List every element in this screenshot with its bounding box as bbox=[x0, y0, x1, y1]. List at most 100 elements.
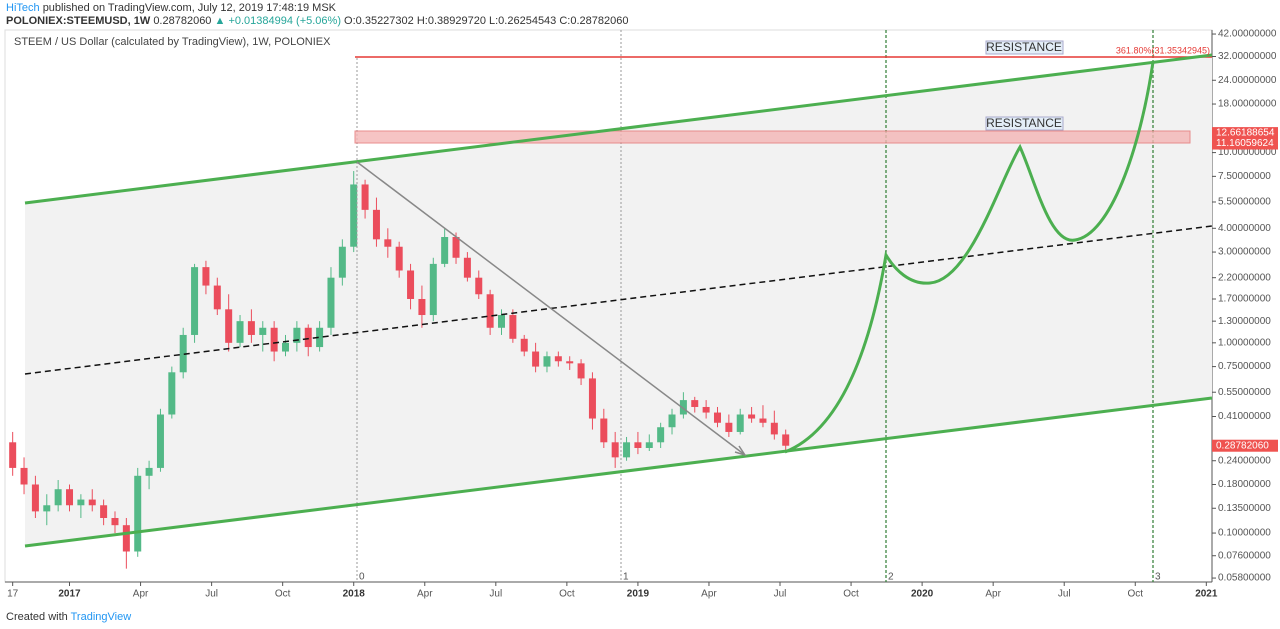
x-tick-label: Apr bbox=[417, 589, 433, 600]
change: ▲ +0.01384994 (+5.06%) bbox=[214, 15, 341, 27]
candle-body bbox=[702, 406, 710, 413]
candle-body bbox=[156, 414, 164, 468]
x-tick-label: Jul bbox=[1058, 589, 1071, 600]
candle-body bbox=[691, 400, 699, 407]
y-tick-label: 1.00000000 bbox=[1218, 337, 1271, 348]
candle-body bbox=[554, 356, 562, 362]
resistance-zone bbox=[354, 130, 1191, 144]
candle-body bbox=[736, 414, 744, 432]
candle-body bbox=[645, 442, 653, 448]
candle-body bbox=[770, 422, 778, 435]
resistance-label-box bbox=[985, 40, 1064, 55]
candle-body bbox=[31, 484, 39, 512]
candle-body bbox=[588, 378, 596, 419]
candle-body bbox=[395, 246, 403, 271]
y-tick-label: 18.00000000 bbox=[1218, 99, 1277, 110]
candle-body bbox=[475, 277, 483, 295]
y-tick-label: 4.00000000 bbox=[1218, 223, 1271, 234]
candle-body bbox=[54, 489, 62, 506]
candle-body bbox=[213, 285, 221, 310]
candle-body bbox=[418, 298, 426, 316]
resistance-label-box bbox=[985, 116, 1064, 131]
candle-body bbox=[634, 442, 642, 448]
candle-body bbox=[657, 427, 665, 443]
y-tick-label: 2.20000000 bbox=[1218, 272, 1271, 283]
y-tick-label: 0.55000000 bbox=[1218, 387, 1271, 398]
x-tick-label: Jul bbox=[489, 589, 502, 600]
candle-body bbox=[270, 327, 278, 352]
chart: STEEM / US Dollar (calculated by Trading… bbox=[4, 29, 1278, 600]
y-tick-label: 0.18000000 bbox=[1218, 479, 1271, 490]
y-tick-label: 0.05800000 bbox=[1218, 573, 1271, 584]
candle-body bbox=[20, 467, 28, 485]
price-tag bbox=[1212, 137, 1278, 150]
price-tag bbox=[1212, 439, 1278, 452]
candle-body bbox=[304, 327, 312, 348]
price-tag-label: 11.16059624 bbox=[1216, 138, 1274, 149]
y-tick-label: 0.24000000 bbox=[1218, 455, 1271, 466]
candle-body bbox=[429, 263, 437, 316]
point-label: 2 bbox=[888, 572, 894, 583]
author[interactable]: HiTech bbox=[6, 2, 40, 14]
candle-body bbox=[532, 351, 540, 367]
candle-body bbox=[111, 517, 119, 526]
y-tick-label: 7.50000000 bbox=[1218, 171, 1271, 182]
channel-bottom bbox=[24, 396, 1213, 548]
candle-body bbox=[384, 239, 392, 247]
candle-body bbox=[100, 505, 108, 518]
point-label: 1 bbox=[623, 572, 629, 583]
x-tick-label: Apr bbox=[133, 589, 149, 600]
footer-brand[interactable]: TradingView bbox=[70, 611, 132, 623]
candle-body bbox=[247, 321, 255, 335]
candle-body bbox=[191, 267, 199, 335]
last-price: 0.28782060 bbox=[153, 15, 212, 27]
symbol-line: POLONIEX:STEEMUSD, 1W 0.28782060 ▲ +0.01… bbox=[6, 15, 628, 27]
candle-body bbox=[679, 400, 687, 415]
candle-body bbox=[134, 475, 142, 552]
candle-body bbox=[88, 499, 96, 506]
x-tick-label: 17 bbox=[7, 589, 19, 600]
x-tick-label: Oct bbox=[1127, 589, 1143, 600]
x-tick-label: 2020 bbox=[911, 589, 934, 600]
candle-body bbox=[338, 246, 346, 278]
y-tick-label: 10.00000000 bbox=[1218, 147, 1277, 158]
resistance-label: RESISTANCE bbox=[986, 116, 1062, 130]
published: published on TradingView.com, July 12, 2… bbox=[42, 2, 337, 14]
candle-body bbox=[407, 270, 415, 299]
y-tick-label: 1.70000000 bbox=[1218, 294, 1271, 305]
candle-body bbox=[225, 309, 233, 343]
x-tick-label: 2017 bbox=[58, 589, 81, 600]
candle-body bbox=[543, 356, 551, 367]
candle-body bbox=[486, 294, 494, 328]
price-tag-label: 12.66188654 bbox=[1216, 128, 1275, 139]
x-tick-label: 2018 bbox=[343, 589, 366, 600]
y-tick-label: 3.00000000 bbox=[1218, 247, 1271, 258]
x-tick-label: Oct bbox=[275, 589, 291, 600]
candle-body bbox=[668, 414, 676, 428]
arrow-head bbox=[734, 445, 747, 457]
channel-fill bbox=[25, 55, 1212, 546]
y-tick-label: 0.07600000 bbox=[1218, 550, 1271, 561]
chart-title: STEEM / US Dollar (calculated by Trading… bbox=[14, 36, 331, 48]
footer: Created with TradingView bbox=[6, 611, 131, 623]
candle-body bbox=[145, 467, 153, 476]
y-tick-label: 32.00000000 bbox=[1218, 51, 1277, 62]
candle-body bbox=[350, 184, 358, 247]
price-tag bbox=[1212, 127, 1278, 140]
x-tick-label: Oct bbox=[843, 589, 859, 600]
candle-body bbox=[293, 327, 301, 343]
channel-top bbox=[24, 53, 1213, 205]
candle-body bbox=[361, 184, 369, 210]
x-tick-label: Oct bbox=[559, 589, 575, 600]
x-tick-label: Jul bbox=[205, 589, 218, 600]
candle-body bbox=[327, 277, 335, 328]
candle-body bbox=[725, 422, 733, 432]
candle-body bbox=[77, 499, 85, 506]
candle-body bbox=[282, 342, 290, 352]
candle-body bbox=[782, 434, 790, 446]
candle-body bbox=[713, 412, 721, 423]
candle-body bbox=[372, 209, 380, 240]
point-label: 3 bbox=[1155, 572, 1161, 583]
candle-body bbox=[43, 505, 51, 512]
footer-prefix: Created with bbox=[6, 611, 68, 623]
